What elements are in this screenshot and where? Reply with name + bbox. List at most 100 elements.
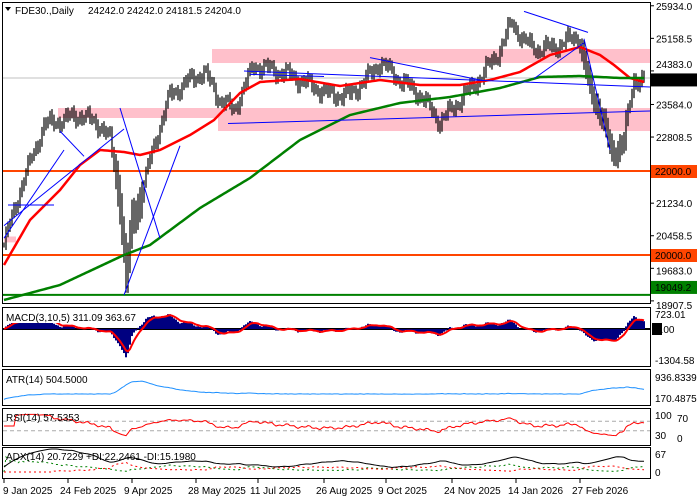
rsi-line bbox=[4, 413, 645, 437]
macd-histogram-bar bbox=[505, 321, 507, 329]
macd-histogram-bar bbox=[615, 329, 617, 341]
macd-histogram-bar bbox=[15, 321, 17, 329]
macd-histogram-bar bbox=[275, 329, 277, 331]
macd-histogram-bar bbox=[33, 317, 35, 329]
macd-histogram-bar bbox=[545, 328, 547, 329]
atr-label: ATR(14) 504.5000 bbox=[6, 375, 88, 386]
macd-histogram-bar bbox=[539, 329, 541, 333]
macd-histogram-bar bbox=[257, 324, 259, 329]
macd-histogram-bar bbox=[203, 326, 205, 329]
macd-histogram-bar bbox=[235, 329, 237, 332]
macd-histogram-bar bbox=[195, 326, 197, 329]
ohlc-values: 24242.0 24242.0 24181.5 24204.0 bbox=[88, 6, 241, 17]
macd-histogram-bar bbox=[321, 329, 323, 332]
macd-histogram-bar bbox=[613, 329, 615, 342]
rsi-scale-0: 0 bbox=[677, 434, 683, 445]
macd-histogram-bar bbox=[117, 329, 119, 344]
macd-histogram-bar bbox=[177, 321, 179, 329]
macd-histogram-bar bbox=[107, 329, 109, 332]
price-tick-label: 25158.5 bbox=[656, 34, 693, 45]
macd-histogram-bar bbox=[121, 329, 123, 350]
macd-histogram-bar bbox=[205, 325, 207, 329]
time-tick-label: 24 Nov 2025 bbox=[444, 486, 501, 497]
macd-histogram-bar bbox=[227, 329, 229, 332]
macd-histogram-bar bbox=[301, 329, 303, 331]
macd-histogram-bar bbox=[471, 323, 473, 329]
macd-histogram-bar bbox=[621, 329, 623, 334]
macd-histogram-bar bbox=[435, 329, 437, 335]
atr-scale-min: 170.4875 bbox=[655, 394, 697, 405]
macd-histogram-bar bbox=[383, 325, 385, 329]
macd-histogram-bar bbox=[189, 322, 191, 329]
fast-ma-line bbox=[2, 45, 645, 266]
macd-histogram-bar bbox=[495, 324, 497, 329]
rsi-scale-100: 100 bbox=[655, 411, 672, 422]
macd-histogram-bar bbox=[601, 329, 603, 341]
macd-histogram-bar bbox=[625, 326, 627, 329]
macd-histogram-bar bbox=[515, 324, 517, 329]
macd-histogram-bar bbox=[265, 325, 267, 329]
macd-histogram-bar bbox=[171, 316, 173, 329]
macd-histogram-bar bbox=[485, 322, 487, 329]
macd-histogram-bar bbox=[17, 321, 19, 329]
macd-histogram-bar bbox=[243, 325, 245, 329]
macd-histogram-bar bbox=[393, 329, 395, 331]
macd-histogram-bar bbox=[19, 319, 21, 329]
price-bars bbox=[3, 16, 645, 293]
macd-label-bg bbox=[4, 310, 136, 323]
macd-histogram-bar bbox=[381, 325, 383, 329]
time-tick-label: 26 Aug 2025 bbox=[316, 486, 373, 497]
macd-histogram-bar bbox=[25, 317, 27, 329]
level-tag-label: 20000.0 bbox=[655, 251, 692, 262]
macd-histogram-bar bbox=[599, 329, 601, 341]
macd-histogram-bar bbox=[377, 326, 379, 329]
macd-histogram-bar bbox=[417, 329, 419, 334]
macd-histogram-bar bbox=[123, 329, 125, 354]
macd-histogram-bar bbox=[135, 329, 137, 331]
macd-histogram-bar bbox=[163, 316, 165, 329]
macd-histogram-bar bbox=[611, 329, 613, 342]
price-tick-label: 21234.0 bbox=[656, 199, 693, 210]
adx-label: ADX(14) 20.7229 +DI:22.2461 -DI:15.1980 bbox=[6, 452, 196, 463]
macd-histogram-bar bbox=[251, 321, 253, 329]
macd-histogram-bar bbox=[387, 326, 389, 329]
macd-histogram-bar bbox=[149, 317, 151, 329]
rsi-label: RSI(14) 57.5353 bbox=[6, 413, 80, 424]
price-tick-label: 19683.0 bbox=[656, 266, 693, 277]
macd-histogram-bar bbox=[207, 326, 209, 329]
macd-histogram-bar bbox=[325, 329, 327, 331]
macd-histogram-bar bbox=[389, 326, 391, 329]
level-tag bbox=[651, 165, 697, 178]
macd-histogram-bar bbox=[473, 325, 475, 329]
macd-histogram-bar bbox=[425, 329, 427, 332]
level-tag-label: 19049.2 bbox=[655, 283, 692, 294]
macd-histogram-bar bbox=[241, 327, 243, 329]
trendline bbox=[249, 73, 325, 77]
macd-histogram-bar bbox=[181, 322, 183, 329]
slow-ma-line bbox=[3, 74, 644, 302]
macd-histogram-bar bbox=[21, 318, 23, 329]
price-tick-label: 18907.5 bbox=[656, 301, 693, 312]
trendline bbox=[583, 38, 611, 151]
macd-histogram-bar bbox=[371, 325, 373, 329]
macd-histogram-bar bbox=[467, 324, 469, 329]
macd-histogram-bar bbox=[605, 329, 607, 339]
macd-histogram-bar bbox=[151, 316, 153, 329]
current-price-tag bbox=[651, 73, 697, 87]
chart-header[interactable]: FDE30.,Daily 24242.0 24242.0 24181.5 242… bbox=[5, 6, 241, 17]
main-panel-frame bbox=[2, 2, 651, 304]
macd-histogram-bar bbox=[541, 329, 543, 332]
macd-histogram-bar bbox=[511, 321, 513, 329]
macd-histogram-bar bbox=[501, 323, 503, 329]
level-tag bbox=[651, 280, 697, 294]
macd-histogram-bar bbox=[405, 329, 407, 331]
macd-histogram-bar bbox=[185, 322, 187, 329]
moving-averages bbox=[2, 45, 645, 302]
macd-histogram-bar bbox=[53, 323, 55, 329]
macd-signal-line bbox=[3, 314, 645, 353]
macd-histogram-bar bbox=[479, 325, 481, 329]
collapse-triangle-icon[interactable] bbox=[5, 7, 11, 11]
macd-histogram-bar bbox=[543, 329, 545, 331]
macd-histogram-bar bbox=[507, 319, 509, 329]
macd-histogram-bar bbox=[489, 323, 491, 329]
